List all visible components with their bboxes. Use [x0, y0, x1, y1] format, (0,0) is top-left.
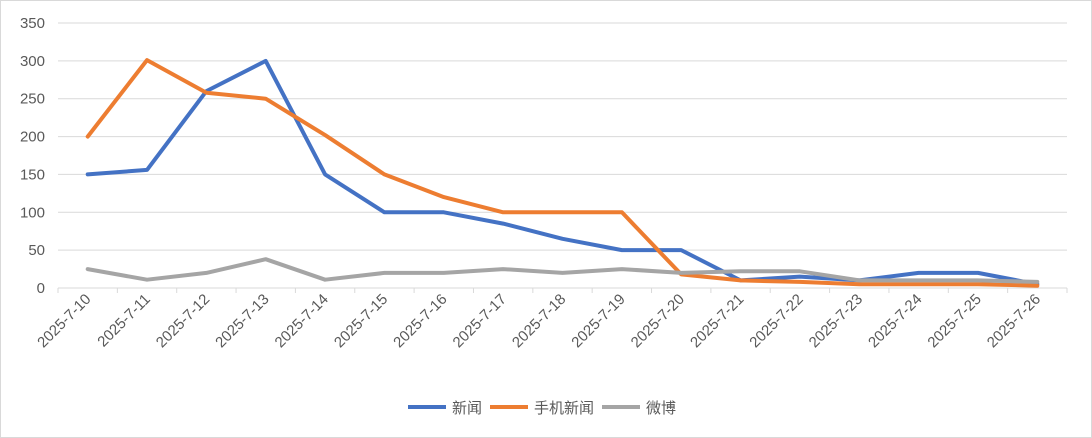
legend-label: 微博 [646, 399, 676, 417]
x-axis-ticks: 2025-7-10 2025-7-112025-7-122025-7-132025… [34, 288, 1068, 351]
x-tick-label: 2025-7-20 [628, 291, 688, 351]
series-line [85, 257, 1040, 284]
x-tick-label: 2025-7-14 [272, 291, 332, 351]
y-tick-label: 50 [28, 242, 45, 259]
y-tick-label: 0 [37, 280, 45, 297]
x-tick-label: 2025-7-16 [390, 291, 450, 351]
x-tick-label: 2025-7-25 [924, 291, 984, 351]
x-tick-label: 2025-7-22 [746, 291, 806, 351]
x-tick-label: 2025-7-10 [34, 291, 94, 351]
y-tick-label: 150 [20, 166, 45, 183]
series-lines [85, 58, 1040, 288]
x-tick-label: 2025-7-24 [865, 291, 925, 351]
y-axis-ticks: 0 50 100 150 200 250 300 350 [20, 15, 45, 297]
y-tick-label: 250 [20, 91, 45, 108]
x-tick-label: 2025-7-11 [94, 291, 154, 351]
legend-label: 新闻 [452, 399, 482, 417]
series-line [85, 58, 1040, 287]
gridlines [58, 22, 1067, 289]
y-tick-label: 350 [20, 15, 45, 32]
x-tick-label: 2025-7-21 [687, 291, 747, 351]
x-tick-label: 2025-7-26 [984, 291, 1044, 351]
y-tick-label: 100 [20, 204, 45, 221]
x-tick-label: 2025-7-19 [568, 291, 628, 351]
x-tick-label: 2025-7-18 [509, 291, 569, 351]
y-tick-label: 200 [20, 129, 45, 146]
x-tick-label: 2025-7-15 [331, 291, 391, 351]
x-tick-label: 2025-7-12 [153, 291, 213, 351]
legend: 新闻 手机新闻 微博 [408, 399, 676, 417]
legend-label: 手机新闻 [534, 399, 594, 417]
x-tick-label: 2025-7-17 [450, 291, 510, 351]
series-line [85, 58, 1040, 288]
x-tick-label: 2025-7-23 [806, 291, 866, 351]
y-tick-label: 300 [20, 53, 45, 70]
x-tick-label: 2025-7-13 [212, 291, 272, 351]
